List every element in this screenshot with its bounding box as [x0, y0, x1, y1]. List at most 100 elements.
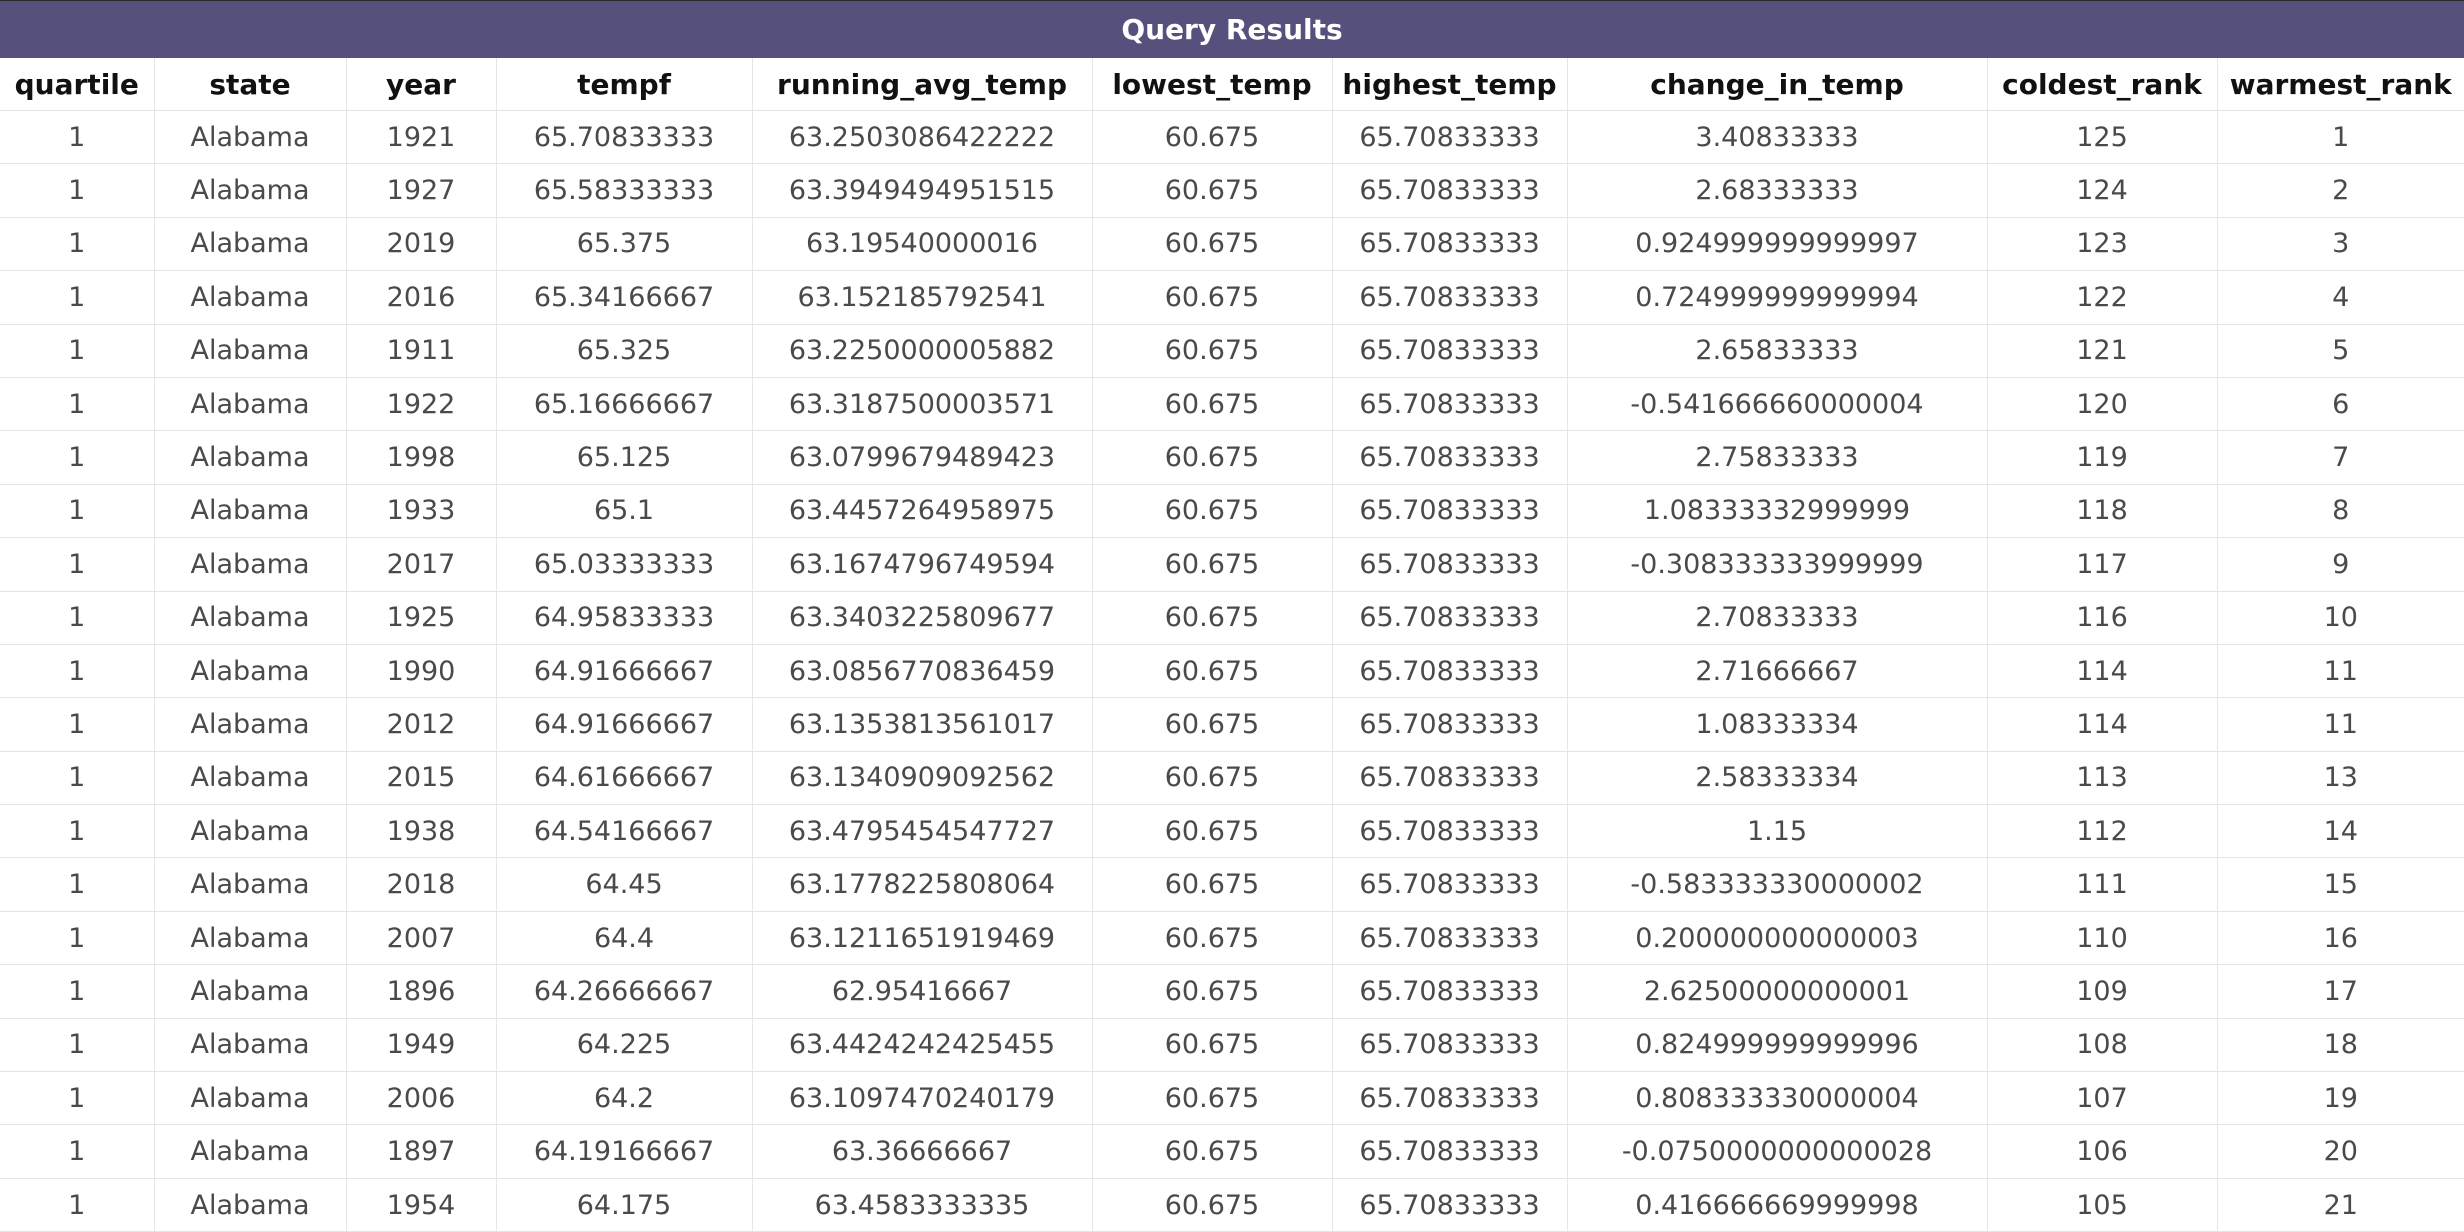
table-row[interactable]: 1 Alabama 2006 64.2 63.1097470240179 60.675 65…	[0, 1071, 2464, 1126]
table-row[interactable]: 1 Alabama 1998 65.125 63.0799679489423 60.675…	[0, 430, 2464, 485]
cell-change-in-temp: 0.724999999999994	[1567, 270, 1988, 325]
cell-highest-temp: 65.70833333	[1332, 911, 1568, 966]
cell-tempf: 64.175	[496, 1178, 753, 1232]
cell-lowest-temp: 60.675	[1092, 911, 1333, 966]
cell-highest-temp: 65.70833333	[1332, 430, 1568, 485]
cell-coldest-rank: 111	[1987, 857, 2218, 912]
cell-state: Alabama	[154, 911, 347, 966]
table-row[interactable]: 1 Alabama 1927 65.58333333 63.3949494951515 6…	[0, 163, 2464, 218]
table-row[interactable]: 1 Alabama 1922 65.16666667 63.3187500003571 6…	[0, 377, 2464, 432]
table-row[interactable]: 1 Alabama 1933 65.1 63.4457264958975 60.675 65…	[0, 484, 2464, 539]
column-header-change-in-temp[interactable]: change_in_temp	[1567, 58, 1988, 111]
table-row[interactable]: 1 Alabama 1990 64.91666667 63.0856770836459 6…	[0, 644, 2464, 699]
cell-state: Alabama	[154, 964, 347, 1019]
cell-running-avg-temp: 63.2250000005882	[752, 324, 1093, 378]
table-row[interactable]: 1 Alabama 1938 64.54166667 63.4795454547727 6…	[0, 804, 2464, 859]
cell-state: Alabama	[154, 591, 347, 645]
cell-quartile: 1	[0, 1124, 155, 1179]
cell-highest-temp: 65.70833333	[1332, 591, 1568, 645]
cell-state: Alabama	[154, 1124, 347, 1179]
cell-running-avg-temp: 63.1674796749594	[752, 537, 1093, 592]
table-row[interactable]: 1 Alabama 1949 64.225 63.4424242425455 60.675…	[0, 1018, 2464, 1073]
table-row[interactable]: 1 Alabama 1954 64.175 63.4583333335 60.675 65.…	[0, 1178, 2464, 1232]
cell-quartile: 1	[0, 1018, 155, 1073]
cell-highest-temp: 65.70833333	[1332, 377, 1568, 432]
cell-quartile: 1	[0, 911, 155, 966]
cell-state: Alabama	[154, 377, 347, 432]
cell-change-in-temp: 1.08333332999999	[1567, 484, 1988, 539]
table-row[interactable]: 1 Alabama 2012 64.91666667 63.1353813561017 6…	[0, 697, 2464, 752]
cell-highest-temp: 65.70833333	[1332, 964, 1568, 1019]
cell-lowest-temp: 60.675	[1092, 751, 1333, 806]
cell-change-in-temp: 3.40833333	[1567, 110, 1988, 165]
cell-running-avg-temp: 63.19540000016	[752, 217, 1093, 272]
cell-highest-temp: 65.70833333	[1332, 644, 1568, 699]
cell-warmest-rank: 7	[2217, 430, 2464, 485]
cell-running-avg-temp: 63.4457264958975	[752, 484, 1093, 539]
column-header-coldest-rank[interactable]: coldest_rank	[1987, 58, 2218, 111]
cell-warmest-rank: 2	[2217, 163, 2464, 218]
cell-state: Alabama	[154, 751, 347, 806]
cell-warmest-rank: 11	[2217, 644, 2464, 699]
cell-highest-temp: 65.70833333	[1332, 1178, 1568, 1232]
cell-highest-temp: 65.70833333	[1332, 857, 1568, 912]
cell-tempf: 64.2	[496, 1071, 753, 1126]
cell-change-in-temp: 0.808333330000004	[1567, 1071, 1988, 1126]
table-row[interactable]: 1 Alabama 1897 64.19166667 63.36666667 60.675…	[0, 1124, 2464, 1179]
table-row[interactable]: 1 Alabama 1925 64.95833333 63.3403225809677 6…	[0, 591, 2464, 645]
cell-running-avg-temp: 63.1097470240179	[752, 1071, 1093, 1126]
cell-coldest-rank: 121	[1987, 324, 2218, 378]
table-row[interactable]: 1 Alabama 2007 64.4 63.1211651919469 60.675 65…	[0, 911, 2464, 966]
cell-change-in-temp: 0.924999999999997	[1567, 217, 1988, 272]
table-row[interactable]: 1 Alabama 2017 65.03333333 63.1674796749594 6…	[0, 537, 2464, 592]
cell-coldest-rank: 114	[1987, 697, 2218, 752]
table-row[interactable]: 1 Alabama 2019 65.375 63.19540000016 60.675 65…	[0, 217, 2464, 272]
cell-running-avg-temp: 63.1778225808064	[752, 857, 1093, 912]
cell-year: 1949	[346, 1018, 497, 1073]
cell-change-in-temp: 2.62500000000001	[1567, 964, 1988, 1019]
cell-running-avg-temp: 63.0856770836459	[752, 644, 1093, 699]
cell-state: Alabama	[154, 644, 347, 699]
cell-change-in-temp: 2.58333334	[1567, 751, 1988, 806]
column-header-year[interactable]: year	[346, 58, 497, 111]
column-header-quartile[interactable]: quartile	[0, 58, 155, 111]
cell-warmest-rank: 14	[2217, 804, 2464, 859]
table-row[interactable]: 1 Alabama 1921 65.70833333 63.2503086422222 6…	[0, 110, 2464, 165]
cell-coldest-rank: 106	[1987, 1124, 2218, 1179]
cell-change-in-temp: -0.583333330000002	[1567, 857, 1988, 912]
column-header-state[interactable]: state	[154, 58, 347, 111]
cell-change-in-temp: 2.70833333	[1567, 591, 1988, 645]
table-row[interactable]: 1 Alabama 2015 64.61666667 63.1340909092562 6…	[0, 751, 2464, 806]
cell-year: 1927	[346, 163, 497, 218]
cell-tempf: 64.91666667	[496, 644, 753, 699]
cell-running-avg-temp: 63.3187500003571	[752, 377, 1093, 432]
cell-lowest-temp: 60.675	[1092, 1018, 1333, 1073]
column-header-highest-temp[interactable]: highest_temp	[1332, 58, 1568, 111]
cell-coldest-rank: 114	[1987, 644, 2218, 699]
cell-year: 1933	[346, 484, 497, 539]
column-header-tempf[interactable]: tempf	[496, 58, 753, 111]
cell-change-in-temp: 2.71666667	[1567, 644, 1988, 699]
table-body: 1 Alabama 1921 65.70833333 63.2503086422222 6…	[0, 110, 2464, 1232]
cell-highest-temp: 65.70833333	[1332, 1124, 1568, 1179]
cell-warmest-rank: 18	[2217, 1018, 2464, 1073]
cell-lowest-temp: 60.675	[1092, 644, 1333, 699]
cell-quartile: 1	[0, 857, 155, 912]
column-header-lowest-temp[interactable]: lowest_temp	[1092, 58, 1333, 111]
cell-running-avg-temp: 63.4424242425455	[752, 1018, 1093, 1073]
column-header-running-avg-temp[interactable]: running_avg_temp	[752, 58, 1093, 111]
cell-tempf: 65.34166667	[496, 270, 753, 325]
table-row[interactable]: 1 Alabama 1911 65.325 63.2250000005882 60.675…	[0, 324, 2464, 378]
cell-running-avg-temp: 63.4795454547727	[752, 804, 1093, 859]
column-header-warmest-rank[interactable]: warmest_rank	[2217, 58, 2464, 111]
cell-warmest-rank: 19	[2217, 1071, 2464, 1126]
cell-running-avg-temp: 62.95416667	[752, 964, 1093, 1019]
table-row[interactable]: 1 Alabama 2016 65.34166667 63.152185792541 60…	[0, 270, 2464, 325]
table-row[interactable]: 1 Alabama 1896 64.26666667 62.95416667 60.675…	[0, 964, 2464, 1019]
cell-tempf: 65.325	[496, 324, 753, 378]
cell-highest-temp: 65.70833333	[1332, 804, 1568, 859]
cell-tempf: 64.225	[496, 1018, 753, 1073]
cell-change-in-temp: 0.824999999999996	[1567, 1018, 1988, 1073]
table-row[interactable]: 1 Alabama 2018 64.45 63.1778225808064 60.675 6…	[0, 857, 2464, 912]
cell-year: 2017	[346, 537, 497, 592]
